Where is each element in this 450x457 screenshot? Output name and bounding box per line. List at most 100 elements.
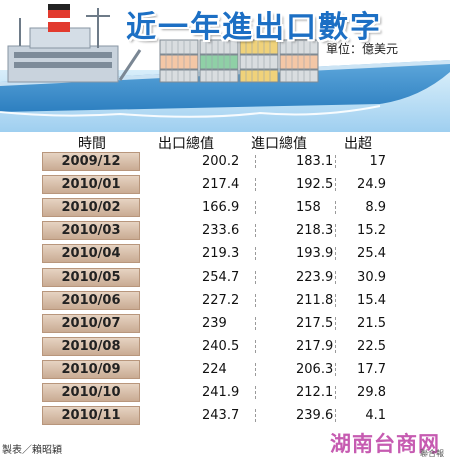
- cell-date: 2010/10: [42, 383, 140, 402]
- value-cells: 166.9 158 8.9: [143, 198, 402, 218]
- table-row: 2010/05 254.7 223.9 30.9: [42, 267, 402, 287]
- cell-import: 239.6: [296, 408, 334, 424]
- header-export: 出口總值: [158, 136, 214, 152]
- cell-export: 224: [202, 361, 227, 377]
- cell-export: 200.2: [202, 154, 240, 169]
- cell-import: 212.1: [296, 385, 334, 400]
- column-separator: [255, 247, 256, 261]
- cell-import: 218.3: [296, 223, 334, 239]
- cell-export: 243.7: [202, 408, 240, 424]
- table-row: 2010/11 243.7 239.6 4.1: [42, 406, 402, 426]
- table-row: 2009/12 200.2 183.1 17: [42, 152, 402, 171]
- value-cells: 217.4 192.5 24.9: [143, 175, 402, 195]
- column-separator: [255, 293, 256, 307]
- value-cells: 241.9 212.1 29.8: [143, 383, 402, 402]
- column-separator: [335, 386, 336, 399]
- cell-surplus: 24.9: [357, 177, 386, 193]
- cell-surplus: 15.4: [357, 292, 386, 308]
- cell-surplus: 15.2: [357, 223, 386, 239]
- table-row: 2010/09 224 206.3 17.7: [42, 359, 402, 379]
- ship-illustration: [0, 4, 450, 132]
- table-row: 2010/01 217.4 192.5 24.9: [42, 175, 402, 195]
- cell-surplus: 30.9: [357, 269, 386, 285]
- value-cells: 240.5 217.9 22.5: [143, 336, 402, 356]
- cell-import: 192.5: [296, 177, 334, 193]
- column-separator: [255, 178, 256, 192]
- cell-date: 2010/04: [42, 244, 140, 264]
- cell-surplus: 17: [369, 154, 386, 169]
- table-row: 2010/08 240.5 217.9 22.5: [42, 336, 402, 356]
- cell-date: 2010/07: [42, 313, 140, 333]
- page-title: 近一年進出口數字: [126, 10, 382, 45]
- header-import: 進口總值: [251, 136, 307, 152]
- cell-date: 2010/05: [42, 267, 140, 287]
- ship-hull: [0, 60, 450, 112]
- cell-surplus: 22.5: [357, 338, 386, 354]
- cell-surplus: 29.8: [357, 385, 386, 400]
- column-separator: [255, 155, 256, 168]
- value-cells: 239 217.5 21.5: [143, 313, 402, 333]
- unit-label: 單位：億美元: [326, 42, 399, 56]
- cell-date: 2010/02: [42, 198, 140, 218]
- cell-import: 217.5: [296, 315, 334, 331]
- cell-date: 2010/09: [42, 359, 140, 379]
- credit-text: 製表／賴昭穎: [2, 445, 62, 456]
- column-separator: [335, 247, 336, 261]
- cell-import: 183.1: [296, 154, 334, 169]
- cell-date: 2010/06: [42, 290, 140, 310]
- column-separator: [335, 224, 336, 238]
- cell-import: 217.9: [296, 338, 334, 354]
- table-row: 2010/04 219.3 193.9 25.4: [42, 244, 402, 264]
- cell-date: 2009/12: [42, 152, 140, 171]
- trade-table: 時間 出口總值 進口總值 出超 2009/12 200.2 183.1 17 2010/…: [42, 130, 402, 426]
- cell-surplus: 21.5: [357, 315, 386, 331]
- cell-export: 241.9: [202, 385, 240, 400]
- table-header: 時間 出口總值 進口總值 出超: [42, 130, 402, 152]
- cell-export: 254.7: [202, 269, 240, 285]
- column-separator: [255, 224, 256, 238]
- column-separator: [335, 155, 336, 168]
- cell-surplus: 17.7: [357, 361, 386, 377]
- value-cells: 233.6 218.3 15.2: [143, 221, 402, 241]
- cell-import: 193.9: [296, 246, 334, 262]
- column-separator: [335, 409, 336, 423]
- column-separator: [255, 362, 256, 376]
- cell-export: 239: [202, 315, 227, 331]
- table-row: 2010/07 239 217.5 21.5: [42, 313, 402, 333]
- column-separator: [255, 316, 256, 330]
- cell-surplus: 25.4: [357, 246, 386, 262]
- cell-export: 166.9: [202, 200, 240, 216]
- header-time: 時間: [78, 136, 106, 152]
- column-separator: [255, 409, 256, 423]
- cell-date: 2010/01: [42, 175, 140, 195]
- table-row: 2010/06 227.2 211.8 15.4: [42, 290, 402, 310]
- cell-import: 223.9: [296, 269, 334, 285]
- value-cells: 200.2 183.1 17: [143, 152, 402, 171]
- column-separator: [255, 270, 256, 284]
- table-row: 2010/03 233.6 218.3 15.2: [42, 221, 402, 241]
- column-separator: [335, 339, 336, 353]
- cell-export: 217.4: [202, 177, 240, 193]
- column-separator: [335, 293, 336, 307]
- column-separator: [335, 270, 336, 284]
- cell-surplus: 4.1: [365, 408, 386, 424]
- value-cells: 243.7 239.6 4.1: [143, 406, 402, 426]
- header-surplus: 出超: [344, 136, 372, 152]
- column-separator: [335, 201, 336, 215]
- value-cells: 219.3 193.9 25.4: [143, 244, 402, 264]
- cell-import: 158: [296, 200, 321, 216]
- value-cells: 224 206.3 17.7: [143, 359, 402, 379]
- cell-import: 211.8: [296, 292, 334, 308]
- cell-import: 206.3: [296, 361, 334, 377]
- column-separator: [335, 178, 336, 192]
- column-separator: [335, 316, 336, 330]
- value-cells: 227.2 211.8 15.4: [143, 290, 402, 310]
- cell-date: 2010/08: [42, 336, 140, 356]
- cell-export: 219.3: [202, 246, 240, 262]
- cell-date: 2010/03: [42, 221, 140, 241]
- cell-date: 2010/11: [42, 406, 140, 426]
- cell-export: 240.5: [202, 338, 240, 354]
- column-separator: [335, 362, 336, 376]
- table-row: 2010/10 241.9 212.1 29.8: [42, 383, 402, 402]
- watermark-text: 湖南台商网: [330, 432, 440, 456]
